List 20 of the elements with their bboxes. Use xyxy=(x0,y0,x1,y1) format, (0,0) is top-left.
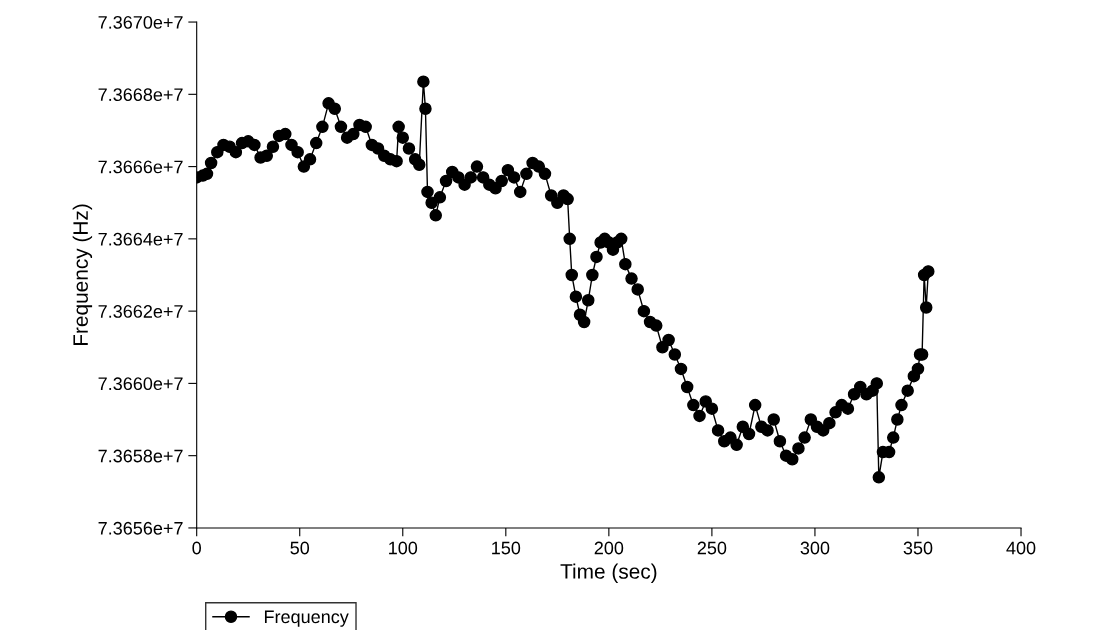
y-tick-label: 7.3668e+7 xyxy=(98,88,183,102)
x-tick-label: 50 xyxy=(290,541,310,555)
x-tick-label: 150 xyxy=(492,541,521,555)
y-tick-label: 7.3656e+7 xyxy=(98,521,183,535)
x-axis-title: Time (sec) xyxy=(560,563,657,583)
x-tick-label: 0 xyxy=(192,541,202,555)
legend-label: Frequency xyxy=(264,610,349,627)
x-tick-label: 100 xyxy=(389,541,418,555)
x-tick-label: 350 xyxy=(903,541,933,555)
y-tick-label: 7.3664e+7 xyxy=(98,232,183,246)
x-tick-label: 400 xyxy=(1006,541,1036,555)
y-axis-title: Frequency (Hz) xyxy=(72,204,93,346)
y-tick-label: 7.3670e+7 xyxy=(98,15,183,29)
y-tick-label: 7.3666e+7 xyxy=(98,160,183,174)
y-tick-label: 7.3660e+7 xyxy=(98,377,183,391)
x-tick-label: 300 xyxy=(800,541,830,555)
x-tick-label: 200 xyxy=(594,541,624,555)
y-tick-label: 7.3658e+7 xyxy=(98,449,183,463)
x-tick-label: 250 xyxy=(697,541,727,555)
y-tick-label: 7.3662e+7 xyxy=(98,305,183,318)
